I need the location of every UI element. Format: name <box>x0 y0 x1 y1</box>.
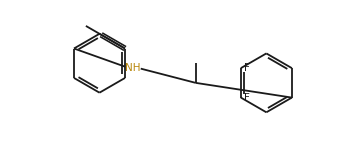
Text: F: F <box>244 63 250 73</box>
Text: NH: NH <box>125 63 141 73</box>
Text: F: F <box>244 93 250 103</box>
